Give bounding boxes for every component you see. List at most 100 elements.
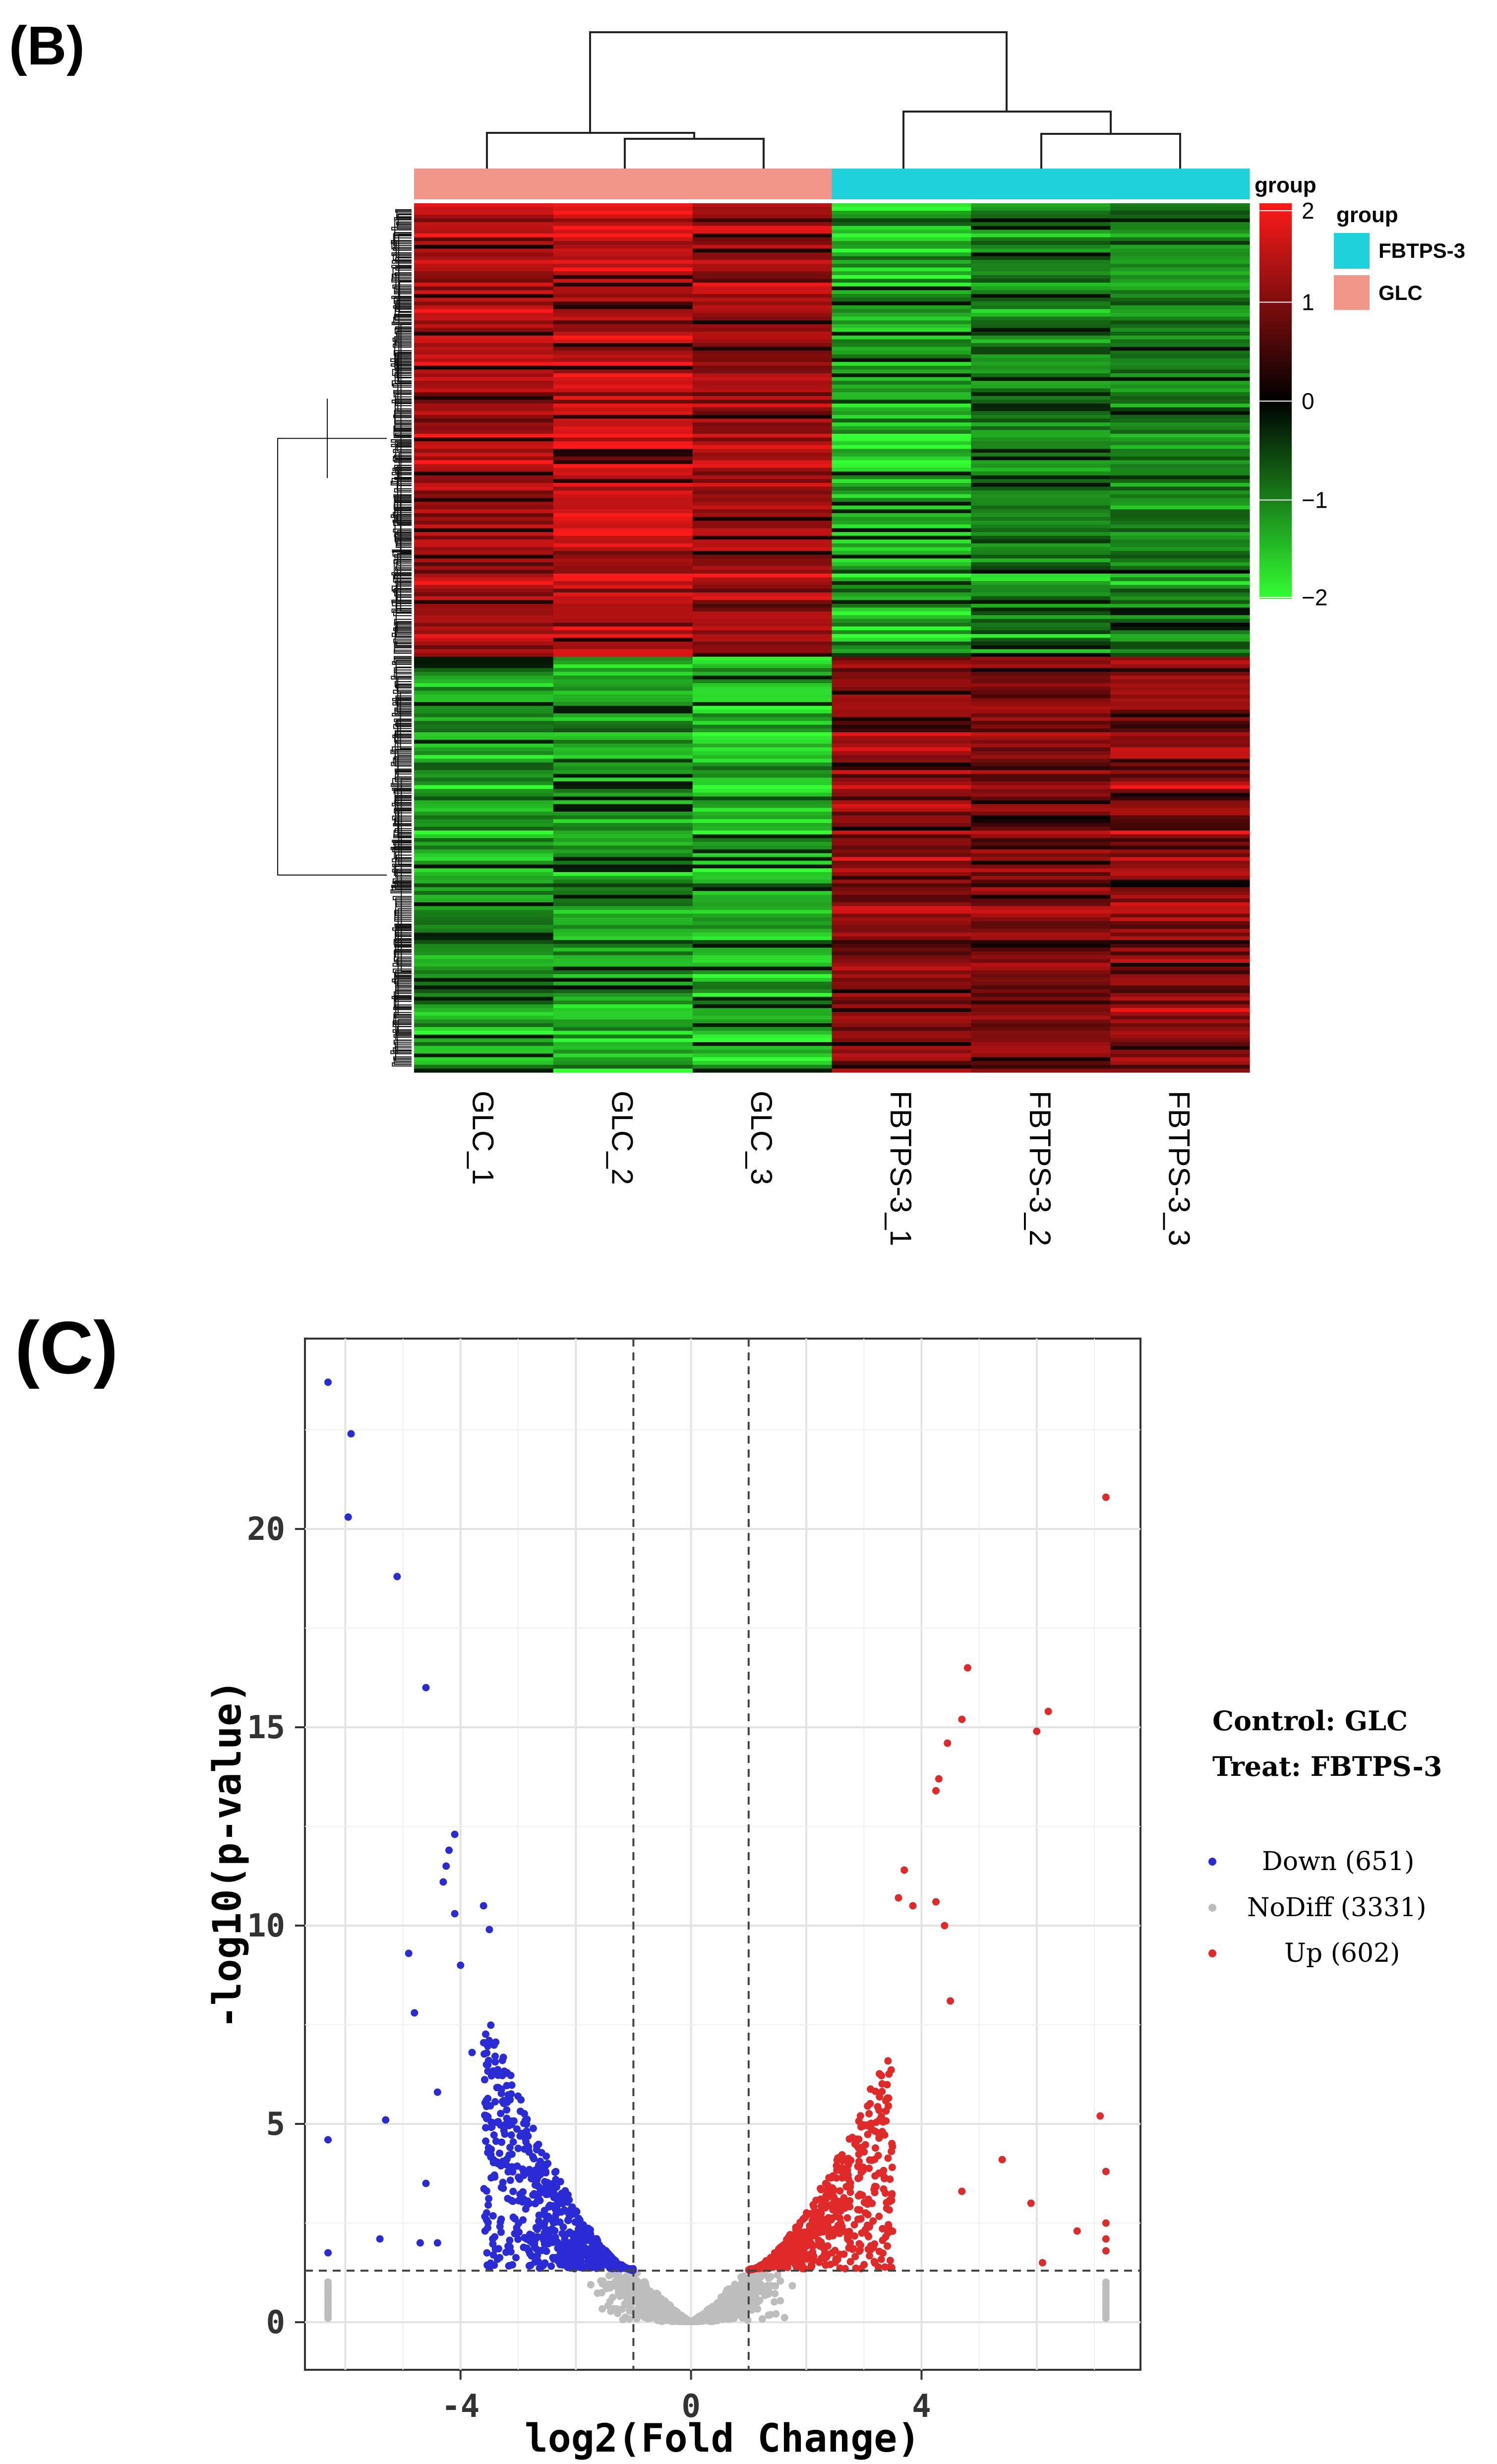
nodiff-point xyxy=(637,2284,645,2292)
heatmap-cell xyxy=(832,230,971,234)
heatmap-cell xyxy=(971,543,1111,548)
row-dendro-branch xyxy=(395,626,412,648)
col-dendro-root xyxy=(589,31,1008,133)
heatmap-cell xyxy=(1110,566,1250,570)
down-point xyxy=(405,1949,413,1957)
up-point xyxy=(816,2240,824,2248)
heatmap-cell xyxy=(971,842,1111,846)
up-point xyxy=(865,2110,873,2117)
heatmap-cell xyxy=(692,332,833,336)
heatmap-cell xyxy=(414,475,554,479)
up-point xyxy=(854,2206,862,2214)
row-dendro-branch xyxy=(394,587,412,597)
heatmap-cell xyxy=(832,486,971,491)
heatmap-cell xyxy=(692,248,833,253)
down-point xyxy=(489,2251,497,2259)
heatmap-cell xyxy=(832,989,971,994)
heatmap-cell xyxy=(971,1015,1111,1020)
heatmap-cell xyxy=(414,207,554,211)
heatmap-cell xyxy=(832,721,971,725)
heatmap-cell xyxy=(414,588,554,593)
row-dendro-branch xyxy=(395,851,412,878)
row-dendro-branch xyxy=(394,911,412,920)
heatmap-cell xyxy=(832,562,971,567)
down-point xyxy=(505,2121,513,2129)
group-bar-cell xyxy=(414,169,554,199)
heatmap-cell xyxy=(832,358,971,362)
heatmap-cell xyxy=(692,642,833,646)
heatmap-cell xyxy=(971,592,1111,597)
heatmap-cell xyxy=(971,936,1111,940)
heatmap-cell xyxy=(1110,509,1250,514)
heatmap-cell xyxy=(971,808,1111,812)
up-point xyxy=(862,2209,869,2217)
up-point xyxy=(843,2214,851,2222)
heatmap-cell xyxy=(553,426,693,430)
down-point xyxy=(563,2261,571,2269)
up-point xyxy=(825,2232,833,2240)
heatmap-cell xyxy=(553,275,693,279)
heatmap-cell xyxy=(832,392,971,397)
up-point xyxy=(888,2164,896,2171)
heatmap-cell xyxy=(971,234,1111,238)
down-point xyxy=(534,2252,541,2260)
heatmap-cell xyxy=(1110,244,1250,249)
heatmap-cell xyxy=(971,834,1111,838)
heatmap-cell xyxy=(414,656,554,661)
heatmap-cell xyxy=(692,324,833,329)
heatmap-cell xyxy=(832,328,971,332)
heatmap-cell xyxy=(832,845,971,850)
down-point xyxy=(568,2257,576,2265)
heatmap-cell xyxy=(553,335,693,340)
row-dendro-branch xyxy=(392,338,412,342)
heatmap-cell xyxy=(692,906,833,910)
heatmap-cell xyxy=(832,638,971,642)
heatmap-cell xyxy=(692,1031,833,1035)
row-dendro-root xyxy=(277,438,327,876)
heatmap-cell xyxy=(1110,815,1250,820)
heatmap-cell xyxy=(414,256,554,260)
heatmap-cell xyxy=(832,913,971,918)
heatmap-cell xyxy=(971,414,1111,419)
heatmap-cell xyxy=(832,588,971,593)
up-point xyxy=(865,2232,872,2240)
up-point xyxy=(884,2242,891,2250)
heatmap-cell xyxy=(832,471,971,476)
heatmap-cell xyxy=(971,320,1111,325)
down-point xyxy=(533,2245,540,2253)
heatmap-cell xyxy=(692,335,833,340)
heatmap-cell xyxy=(414,1057,554,1061)
heatmap-cell xyxy=(971,475,1111,479)
heatmap-cell xyxy=(414,396,554,400)
heatmap-cell xyxy=(553,373,693,378)
up-point xyxy=(808,2262,816,2270)
down-point xyxy=(521,2234,529,2241)
heatmap-cell xyxy=(971,638,1111,642)
heatmap-cell xyxy=(832,1034,971,1039)
scale-tick-label: 0 xyxy=(1302,388,1315,414)
heatmap-cell xyxy=(414,902,554,907)
heatmap-cell xyxy=(832,743,971,748)
heatmap-cell xyxy=(553,558,693,563)
heatmap-cell xyxy=(971,864,1111,869)
heatmap-cell xyxy=(414,414,554,419)
heatmap-cell xyxy=(1110,698,1250,703)
heatmap-cell xyxy=(832,464,971,469)
up-point xyxy=(817,2254,825,2262)
nodiff-point xyxy=(723,2299,731,2307)
heatmap-cell xyxy=(971,532,1111,536)
heatmap-cell xyxy=(1110,634,1250,639)
heatmap-cell xyxy=(692,894,833,899)
nodiff-point xyxy=(743,2303,751,2311)
legend-swatch-glc xyxy=(1334,275,1370,310)
heatmap-cell xyxy=(832,982,971,986)
heatmap-cell xyxy=(553,679,693,684)
heatmap-cell xyxy=(832,388,971,393)
heatmap-cell xyxy=(553,943,693,948)
row-dendro-branch xyxy=(397,719,412,838)
heatmap-cell xyxy=(692,933,833,937)
heatmap-cell xyxy=(414,630,554,635)
heatmap-cell xyxy=(1110,611,1250,616)
heatmap-cell xyxy=(832,864,971,869)
heatmap-cell xyxy=(414,842,554,846)
